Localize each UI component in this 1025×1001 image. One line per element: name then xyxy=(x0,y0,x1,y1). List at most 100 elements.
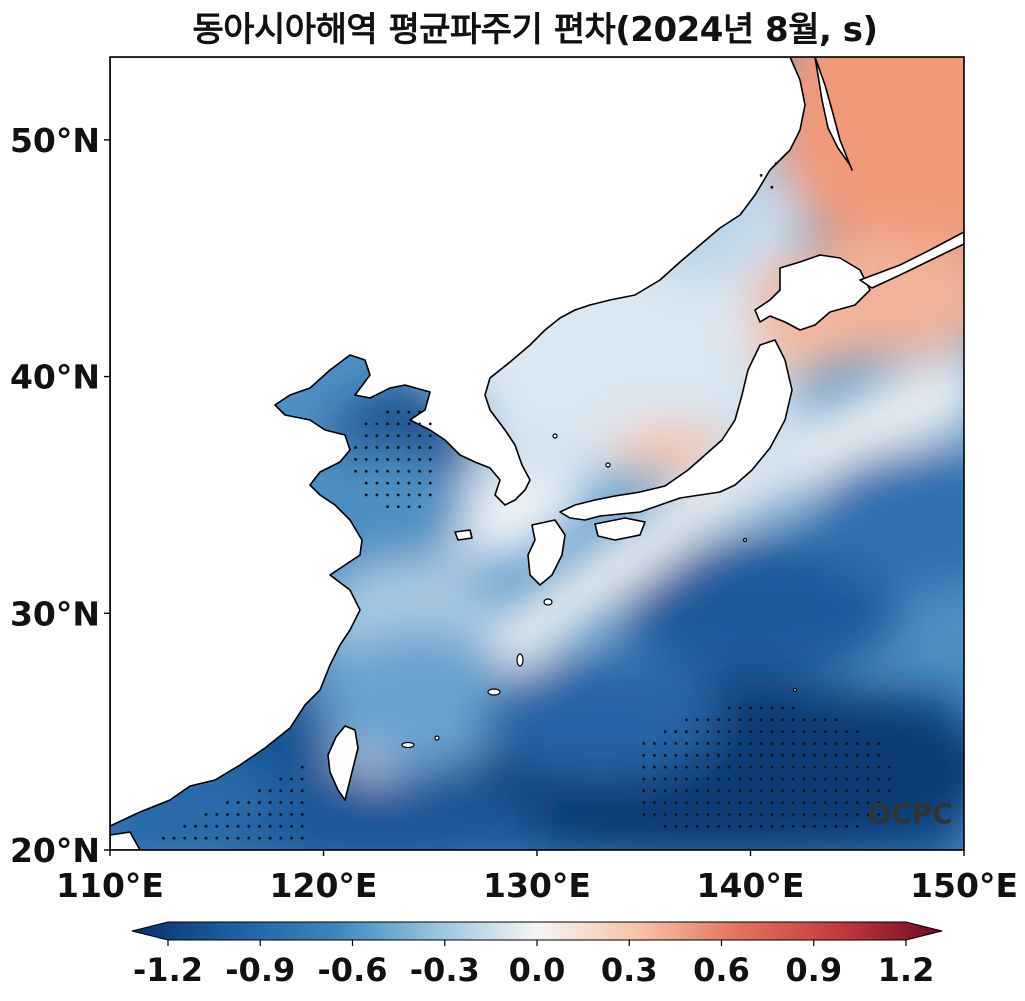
significance-dot xyxy=(364,481,368,485)
significance-dot xyxy=(247,824,251,828)
significance-dot xyxy=(781,801,784,805)
significance-dot xyxy=(653,765,656,769)
significance-dot xyxy=(364,422,368,426)
significance-dot xyxy=(418,481,421,485)
significance-dot xyxy=(813,742,816,745)
significance-dot xyxy=(685,801,688,805)
significance-dot xyxy=(759,742,763,745)
significance-dot xyxy=(738,801,742,805)
significance-dot xyxy=(781,730,784,734)
significance-dot xyxy=(663,813,667,816)
significance-dot xyxy=(855,824,859,828)
significance-dot xyxy=(300,824,304,828)
significance-dot xyxy=(685,765,688,769)
significance-dot xyxy=(685,777,688,781)
significance-dot xyxy=(279,824,283,828)
significance-dot xyxy=(300,789,304,793)
significance-dot xyxy=(375,481,379,485)
significance-dot xyxy=(653,789,656,793)
colorbar-tick-label: -0.3 xyxy=(410,951,480,989)
significance-dot xyxy=(258,836,261,840)
significance-dot xyxy=(813,753,816,757)
significance-dot xyxy=(642,813,646,816)
anomaly-map: OCPC xyxy=(110,57,964,850)
significance-dot xyxy=(866,777,870,781)
significance-dot xyxy=(738,813,742,816)
significance-dot xyxy=(802,789,806,793)
significance-dot xyxy=(386,458,389,461)
significance-dot xyxy=(770,185,774,189)
significance-dot xyxy=(727,789,731,793)
significance-dot xyxy=(717,753,720,757)
significance-dot xyxy=(770,765,774,769)
significance-dot xyxy=(642,765,646,769)
significance-dot xyxy=(781,718,784,722)
significance-dot xyxy=(855,730,859,734)
significance-dot xyxy=(642,801,646,805)
significance-dot xyxy=(759,753,763,757)
significance-dot xyxy=(642,777,646,781)
significance-dot xyxy=(407,410,411,414)
significance-dot xyxy=(781,824,784,828)
significance-dot xyxy=(749,730,752,734)
significance-dot xyxy=(695,753,699,757)
significance-dot xyxy=(834,730,838,734)
significance-dot xyxy=(727,730,731,734)
significance-dot xyxy=(855,789,859,793)
significance-dot xyxy=(738,742,742,745)
significance-dot xyxy=(290,777,293,781)
significance-dot xyxy=(855,765,859,769)
significance-dot xyxy=(247,801,251,805)
significance-dot xyxy=(759,765,763,769)
colorbar-tick-label: 0.3 xyxy=(601,951,658,989)
significance-dot xyxy=(749,706,752,710)
significance-dot xyxy=(791,718,795,722)
significance-dot xyxy=(717,777,720,781)
significance-dot xyxy=(279,836,283,840)
significance-dot xyxy=(386,481,389,485)
significance-dot xyxy=(300,801,304,805)
significance-dot xyxy=(290,836,293,840)
significance-dot xyxy=(215,813,219,816)
significance-dot xyxy=(290,813,293,816)
significance-dot xyxy=(386,422,389,426)
significance-dot xyxy=(717,742,720,745)
significance-dot xyxy=(375,422,379,426)
significance-dot xyxy=(279,801,283,805)
significance-dot xyxy=(834,777,838,781)
significance-dot xyxy=(845,801,848,805)
lon-tick-label: 130°E xyxy=(483,866,591,905)
significance-dot xyxy=(161,836,165,840)
colorbar: -1.2 -0.9 -0.6 -0.3 0.0 0.3 0.6 0.9 1.2 xyxy=(131,921,943,989)
significance-dot xyxy=(706,718,710,722)
significance-dot xyxy=(823,813,827,816)
significance-dot xyxy=(685,753,688,757)
significance-dot xyxy=(663,789,667,793)
significance-dot xyxy=(653,753,656,757)
significance-dot xyxy=(375,434,379,438)
significance-dot xyxy=(791,730,795,734)
significance-dot xyxy=(727,813,731,816)
significance-dot xyxy=(386,434,389,438)
significance-dot xyxy=(674,777,678,781)
significance-dot xyxy=(418,505,421,509)
significance-dot xyxy=(727,753,731,757)
significance-dot xyxy=(226,824,229,828)
significance-dot xyxy=(770,789,774,793)
significance-dot xyxy=(418,422,421,426)
significance-dot xyxy=(674,824,678,828)
significance-dot xyxy=(759,824,763,828)
significance-dot xyxy=(706,824,710,828)
significance-dot xyxy=(802,777,806,781)
significance-dot xyxy=(268,789,272,793)
significance-dot xyxy=(791,824,795,828)
significance-dot xyxy=(823,742,827,745)
significance-dot xyxy=(887,765,891,769)
significance-dot xyxy=(407,469,411,473)
significance-dot xyxy=(226,836,229,840)
significance-dot xyxy=(877,777,880,781)
significance-dot xyxy=(428,481,432,485)
significance-dot xyxy=(396,446,400,449)
significance-dot xyxy=(418,434,421,438)
significance-dot xyxy=(183,824,187,828)
